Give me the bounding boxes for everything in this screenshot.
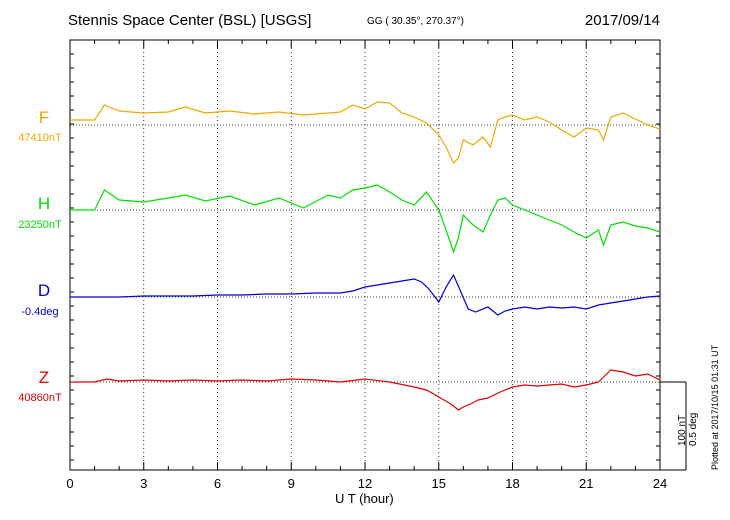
series-label-f: F xyxy=(39,108,49,127)
x-tick-label: 18 xyxy=(505,476,519,491)
scale-bar-label: 100 nT 0.5 deg xyxy=(677,413,699,446)
x-tick-label: 15 xyxy=(432,476,446,491)
x-tick-label: 12 xyxy=(358,476,372,491)
station-coordinates: GG ( 30.35°, 270.37°) xyxy=(367,16,464,27)
series-baseline-z: 40860nT xyxy=(18,392,62,404)
series-line-z xyxy=(70,369,661,411)
series-line-d xyxy=(70,273,661,316)
x-axis-label: U T (hour) xyxy=(335,491,394,506)
x-tick-label: 21 xyxy=(579,476,593,491)
series-line-h xyxy=(70,184,661,254)
scale-deg: 0.5 deg xyxy=(688,412,699,446)
x-tick-label: 9 xyxy=(288,476,295,491)
x-tick-label: 24 xyxy=(653,476,667,491)
series-label-h: H xyxy=(38,194,50,213)
scale-nt: 100 nT xyxy=(677,414,688,446)
x-tick-label: 6 xyxy=(214,476,221,491)
series-baseline-f: 47410nT xyxy=(18,132,62,144)
chart-title: Stennis Space Center (BSL) [USGS] xyxy=(68,12,312,29)
plotted-timestamp: Plotted at 2017/10/15 01:31 UT xyxy=(710,344,720,470)
series-baseline-d: -0.4deg xyxy=(21,306,58,318)
series-baseline-h: 23250nT xyxy=(18,219,62,231)
x-tick-label: 0 xyxy=(66,476,73,491)
series-label-z: Z xyxy=(39,368,49,387)
chart-date: 2017/09/14 xyxy=(584,12,660,29)
series-line-f xyxy=(70,101,661,165)
x-tick-label: 3 xyxy=(140,476,147,491)
series-label-d: D xyxy=(38,281,50,300)
